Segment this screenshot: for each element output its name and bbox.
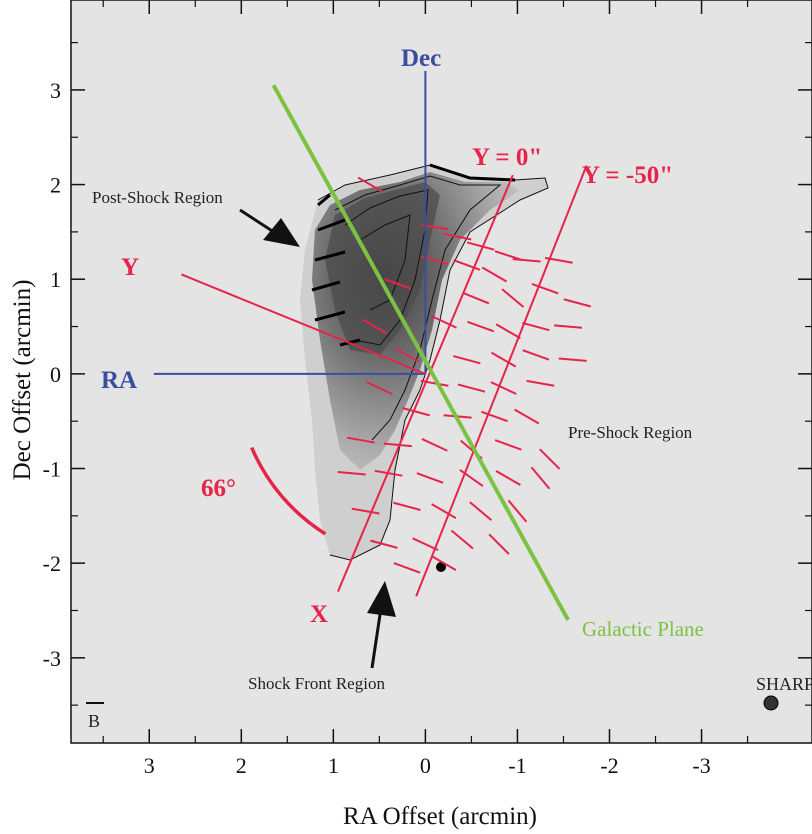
axis-ticks: 3 2 1 0 -1 -2 -3 3 2 1 0 -1 -2 -3 <box>43 0 812 778</box>
angle-arc <box>250 446 327 536</box>
polarization-vector <box>495 323 521 340</box>
polarization-vector <box>563 298 592 308</box>
polarization-vector <box>384 278 412 290</box>
polarization-vector <box>457 383 486 393</box>
polarization-vector <box>554 324 583 329</box>
ra-label: RA <box>101 367 137 394</box>
plot-area <box>71 0 812 743</box>
polarization-vector <box>357 176 383 193</box>
x-axis-title: RA Offset (arcmin) <box>343 803 537 830</box>
y-tick-label: 3 <box>50 78 61 103</box>
y-tick-label: 2 <box>50 173 61 198</box>
x-tick-label: -3 <box>692 753 710 778</box>
x-tick-label: 3 <box>144 753 155 778</box>
polarization-vector <box>522 321 550 332</box>
polarization-vector <box>530 466 551 490</box>
polarization-vector <box>495 470 521 486</box>
x-axis-label: X <box>310 601 328 628</box>
polarization-vector <box>459 469 484 487</box>
polarization-vector <box>450 529 474 550</box>
polarization-vector <box>337 471 366 476</box>
polarization-vector <box>539 448 561 470</box>
post-shock-arrow <box>239 208 300 247</box>
polarization-vector <box>421 438 448 452</box>
y-tick-label: 1 <box>50 267 61 292</box>
y50-label: Y = -50" <box>582 162 673 189</box>
polarization-vector <box>558 357 587 362</box>
polarization-vector <box>494 250 522 261</box>
polarization-vector <box>383 442 412 448</box>
sharp-beam <box>763 695 779 711</box>
polarization-vector <box>512 258 541 263</box>
y-tick-label: -1 <box>43 457 61 482</box>
shock-front-arrow <box>367 581 396 669</box>
x-tick-label: 1 <box>328 753 339 778</box>
polarization-vector <box>501 288 525 308</box>
polarization-vector <box>531 282 559 295</box>
polarization-vector <box>431 555 457 572</box>
x-tick-label: -2 <box>600 753 618 778</box>
polarization-vector <box>488 533 510 555</box>
polarization-vector <box>393 562 421 574</box>
polarization-vector <box>362 318 388 335</box>
polarization-vector <box>366 381 393 395</box>
galactic-plane-label: Galactic Plane <box>582 617 704 641</box>
post-shock-label: Post-Shock Region <box>92 188 223 207</box>
polarization-vector <box>416 472 444 484</box>
polarization-vector <box>490 381 517 395</box>
sharp-label: SHARP <box>756 674 812 694</box>
polarization-vector <box>466 241 495 251</box>
polarization-vector <box>351 507 380 515</box>
polarization-vector <box>514 408 540 425</box>
source-dot <box>436 562 446 572</box>
polarization-vector <box>526 379 555 387</box>
polarization-vector <box>453 259 481 271</box>
y-tick-label: 0 <box>50 362 61 387</box>
polarization-vector <box>394 347 420 363</box>
polarization-vector <box>370 539 398 549</box>
polarization-vector <box>462 291 490 305</box>
polarization-vector <box>430 314 457 329</box>
x-tick-label: 0 <box>420 753 431 778</box>
y-axis-title: Dec Offset (arcmin) <box>9 280 36 481</box>
x-tick-label: 2 <box>236 753 247 778</box>
polarization-vector <box>412 537 439 552</box>
reference-lines <box>153 70 588 621</box>
angle-label: 66° <box>201 475 236 502</box>
polarization-vector <box>469 501 492 521</box>
y-tick-label: -2 <box>43 551 61 576</box>
y50-line <box>415 165 588 597</box>
polarization-vector <box>494 439 522 451</box>
emission-core <box>325 182 440 355</box>
contour-edge <box>311 163 516 347</box>
y-axis-line <box>181 273 426 375</box>
band-label: B <box>88 711 100 731</box>
polarization-vector <box>402 407 430 417</box>
polarization-vector <box>453 355 481 365</box>
x-tick-label: -1 <box>508 753 526 778</box>
polarization-vector <box>467 320 495 333</box>
y0-line <box>337 174 514 592</box>
y-axis-label: Y <box>121 254 139 281</box>
galactic-plane-line <box>271 84 570 621</box>
polarization-vector <box>480 410 508 423</box>
polarization-vector <box>443 232 472 241</box>
pre-shock-label: Pre-Shock Region <box>568 423 693 442</box>
y0-label: Y = 0" <box>472 144 542 171</box>
polarization-vector <box>481 266 508 283</box>
plot-frame <box>70 0 812 744</box>
polarization-vector <box>346 436 375 444</box>
y-tick-label: -3 <box>43 646 61 671</box>
polarization-vector <box>431 503 457 519</box>
shock-front-label: Shock Front Region <box>248 674 385 693</box>
dec-label: Dec <box>401 45 441 72</box>
polarization-vector <box>393 501 421 511</box>
polarization-vector <box>507 499 528 523</box>
polarization-vector <box>522 349 550 361</box>
polarization-vector <box>491 351 517 368</box>
